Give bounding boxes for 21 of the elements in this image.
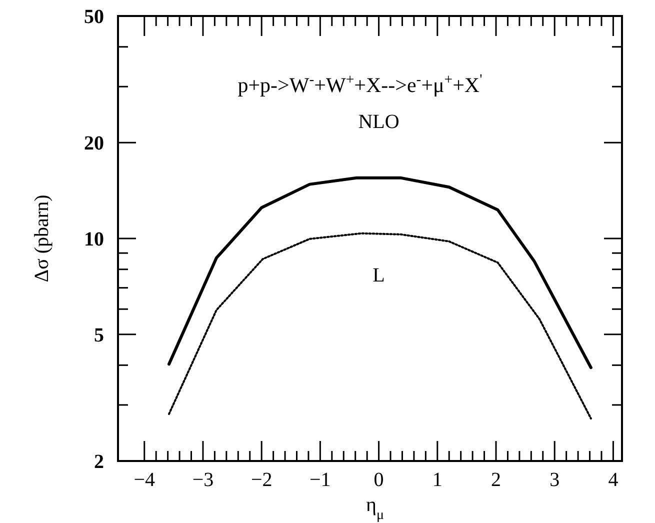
- x-tick-label: −2: [250, 469, 272, 491]
- x-tick-label: 1: [432, 469, 442, 491]
- chart-title: p+p->W$^{-}$+W$^{+}$+X-->e$^{-}$+μ$^{+}$+X$^{'}$: [238, 72, 482, 97]
- line-series: [167, 176, 592, 370]
- x-tick-label: −1: [310, 469, 331, 491]
- y-axis-title: Δσ (pbarn): [31, 194, 53, 282]
- y-tick-label: 2: [94, 451, 104, 473]
- x-tick-label: −4: [134, 469, 156, 491]
- y-tick-label: 20: [84, 132, 104, 155]
- y-tick-label: 5: [94, 324, 104, 346]
- text: NLO: [358, 110, 400, 133]
- x-tick-label: 3: [550, 469, 560, 491]
- x-tick-label: 4: [608, 469, 618, 491]
- x-axis-title: η$_{μ}$: [366, 494, 384, 522]
- x-tick-label: −3: [192, 469, 214, 491]
- line-series: [168, 232, 592, 420]
- x-tick-label: 0: [374, 469, 384, 491]
- series-label: L: [372, 264, 385, 286]
- y-tick-label: 50: [84, 6, 104, 28]
- y-tick-label: 10: [84, 228, 104, 250]
- x-tick-label: 2: [491, 469, 501, 491]
